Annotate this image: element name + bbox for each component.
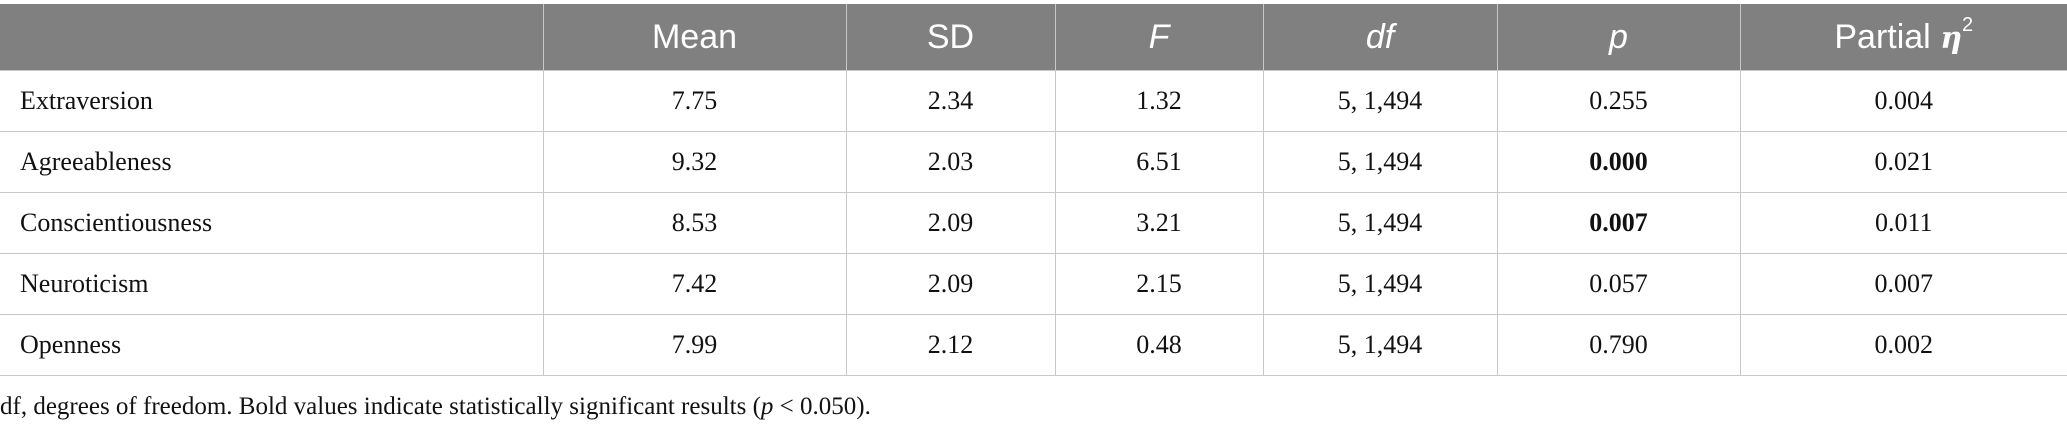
cell-partial-eta2: 0.002: [1739, 314, 2067, 376]
cell-sd: 2.09: [845, 192, 1055, 254]
cell-trait-name: Agreeableness: [0, 131, 543, 193]
table-row: Openness 7.99 2.12 0.48 5, 1,494 0.790 0.002: [0, 314, 2067, 376]
cell-p: 0.790: [1496, 314, 1740, 376]
table-header: Mean SD F df p Partial η2: [0, 4, 2067, 71]
cell-f: 1.32: [1054, 70, 1263, 132]
header-p: p: [1496, 4, 1740, 71]
cell-trait-name: Openness: [0, 314, 543, 376]
cell-mean: 9.32: [542, 131, 846, 193]
cell-sd: 2.09: [845, 253, 1055, 315]
table-footnote: df, degrees of freedom. Bold values indi…: [0, 393, 871, 421]
cell-df: 5, 1,494: [1262, 192, 1497, 254]
cell-f: 0.48: [1054, 314, 1263, 376]
cell-trait-name: Extraversion: [0, 70, 543, 132]
header-blank: [0, 4, 543, 71]
header-mean: Mean: [542, 4, 846, 71]
footnote-p-symbol: p: [760, 393, 774, 420]
header-partial-label: Partial: [1834, 17, 1941, 56]
cell-df: 5, 1,494: [1262, 253, 1497, 315]
cell-mean: 7.75: [542, 70, 846, 132]
header-sd: SD: [845, 4, 1055, 71]
cell-sd: 2.34: [845, 70, 1055, 132]
footnote-prefix: df, degrees of freedom. Bold values indi…: [0, 393, 761, 420]
eta-superscript: 2: [1962, 14, 1974, 37]
cell-f: 3.21: [1054, 192, 1263, 254]
cell-p: 0.057: [1496, 253, 1740, 315]
cell-mean: 7.42: [542, 253, 846, 315]
eta-symbol: η: [1940, 20, 1962, 56]
cell-p: 0.007: [1496, 192, 1740, 254]
table-row: Agreeableness 9.32 2.03 6.51 5, 1,494 0.000 0.…: [0, 131, 2067, 193]
header-df: df: [1262, 4, 1497, 71]
cell-sd: 2.12: [845, 314, 1055, 376]
cell-df: 5, 1,494: [1262, 70, 1497, 132]
cell-partial-eta2: 0.011: [1739, 192, 2067, 254]
results-table-container: Mean SD F df p Partial η2 Extraversion 7.…: [0, 4, 2067, 376]
header-row: Mean SD F df p Partial η2: [0, 4, 2067, 71]
header-partial-eta-squared: Partial η2: [1739, 4, 2067, 71]
cell-mean: 7.99: [542, 314, 846, 376]
cell-f: 6.51: [1054, 131, 1263, 193]
cell-p: 0.000: [1496, 131, 1740, 193]
cell-trait-name: Conscientiousness: [0, 192, 543, 254]
cell-df: 5, 1,494: [1262, 131, 1497, 193]
table-row: Conscientiousness 8.53 2.09 3.21 5, 1,494 0.0…: [0, 192, 2067, 254]
cell-df: 5, 1,494: [1262, 314, 1497, 376]
cell-f: 2.15: [1054, 253, 1263, 315]
cell-partial-eta2: 0.007: [1739, 253, 2067, 315]
footnote-suffix: < 0.050).: [773, 393, 871, 420]
cell-partial-eta2: 0.021: [1739, 131, 2067, 193]
cell-trait-name: Neuroticism: [0, 253, 543, 315]
table-body: Extraversion 7.75 2.34 1.32 5, 1,494 0.255 0.0…: [0, 70, 2067, 376]
table-row: Extraversion 7.75 2.34 1.32 5, 1,494 0.255 0.0…: [0, 70, 2067, 132]
anova-results-table: Mean SD F df p Partial η2 Extraversion 7.…: [0, 4, 2067, 376]
header-f: F: [1054, 4, 1263, 71]
cell-sd: 2.03: [845, 131, 1055, 193]
cell-p: 0.255: [1496, 70, 1740, 132]
cell-partial-eta2: 0.004: [1739, 70, 2067, 132]
table-row: Neuroticism 7.42 2.09 2.15 5, 1,494 0.057 0.00…: [0, 253, 2067, 315]
cell-mean: 8.53: [542, 192, 846, 254]
